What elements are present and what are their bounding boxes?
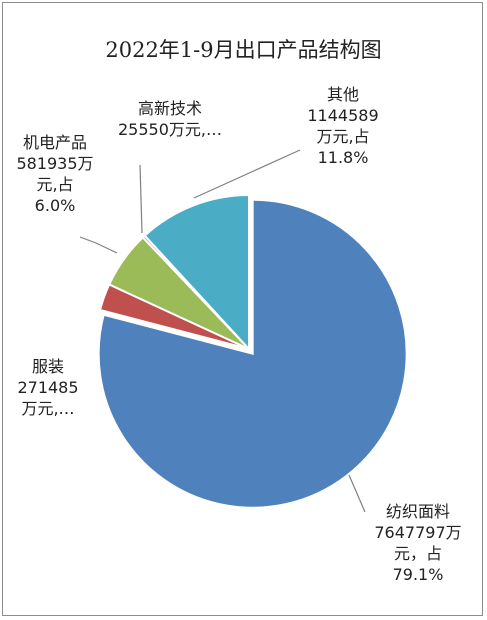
slice-label-2-line-3: 万元,… — [21, 399, 74, 418]
pie-slice-1 — [97, 198, 408, 509]
slice-label-2-line-1: 服装 — [32, 357, 64, 376]
slice-label-3-line-1: 机电产品 — [23, 133, 87, 152]
leader-line-4 — [139, 164, 143, 234]
leader-line-3 — [79, 236, 118, 254]
chart-title: 2022年1-9月出口产品结构图 — [105, 38, 382, 62]
slice-label-3-line-3: 元,占 — [36, 175, 73, 194]
slice-label-3-line-4: 6.0% — [35, 196, 76, 215]
slice-label-2-line-2: 271485 — [17, 378, 78, 397]
leader-line-1 — [348, 474, 366, 513]
pie-slice-5 — [143, 193, 250, 352]
leader-line-5 — [193, 149, 301, 199]
slice-label-5-line-3: 万元,占 — [316, 127, 369, 146]
slice-label-1-line-2: 7647797万 — [374, 523, 461, 542]
slice-label-3-line-2: 581935万 — [16, 154, 93, 173]
slice-label-5-line-4: 11.8% — [318, 148, 369, 167]
slice-label-5-line-2: 1144589 — [307, 106, 378, 125]
slice-label-1-line-1: 纺织面料 — [386, 502, 450, 521]
slice-label-4-line-1: 高新技术 — [138, 99, 202, 118]
slice-label-4-line-2: 25550万元,… — [118, 120, 222, 139]
slice-label-1-line-3: 元，占 — [394, 544, 442, 563]
slice-label-1-line-4: 79.1% — [393, 565, 444, 584]
slice-label-5-line-1: 其他 — [327, 85, 359, 104]
